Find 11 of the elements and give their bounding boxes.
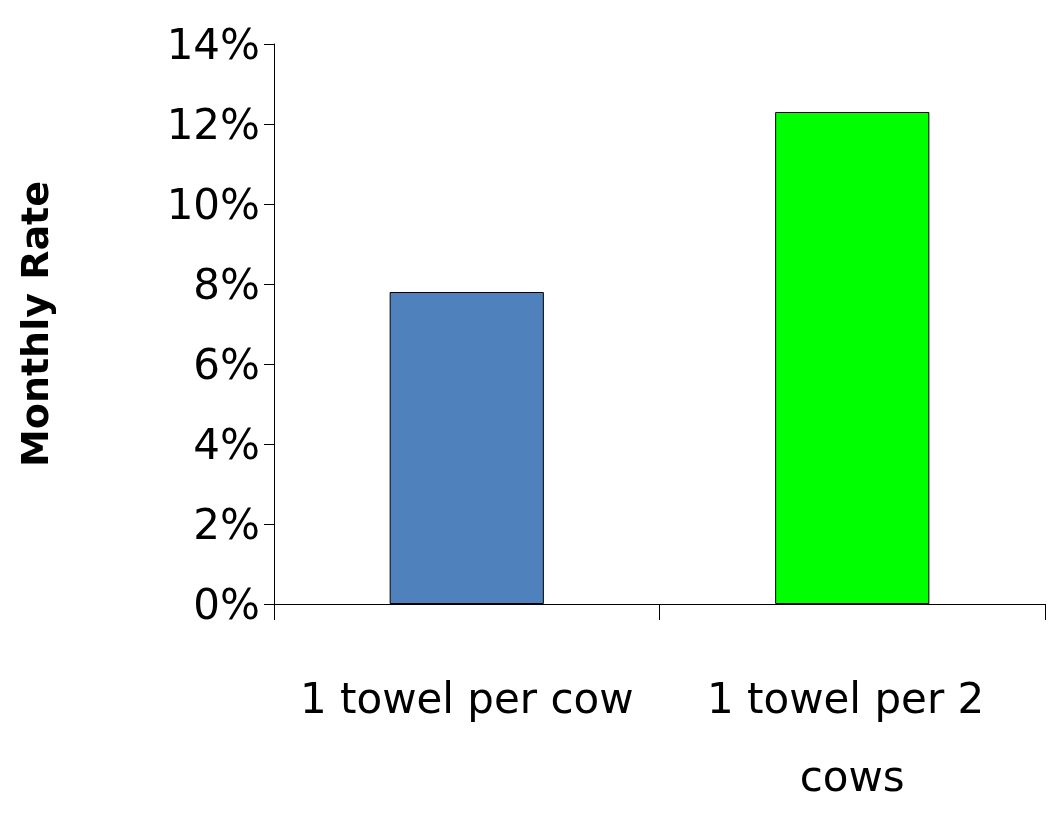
y-tick-label: 12%	[166, 99, 260, 149]
y-tick-label: 0%	[193, 579, 260, 629]
x-tick-label: 1 towel per 2 cows	[706, 673, 998, 801]
y-tick-label: 6%	[193, 339, 260, 389]
y-tick-label: 10%	[166, 179, 260, 229]
y-tick-label: 8%	[193, 259, 260, 309]
y-tick-label: 14%	[166, 19, 260, 69]
y-axis-title: Monthly Rate	[13, 180, 57, 468]
y-tick-label: 4%	[193, 419, 260, 469]
x-tick-label: 1 towel per cow	[299, 673, 634, 723]
y-tick-label: 2%	[193, 499, 260, 549]
